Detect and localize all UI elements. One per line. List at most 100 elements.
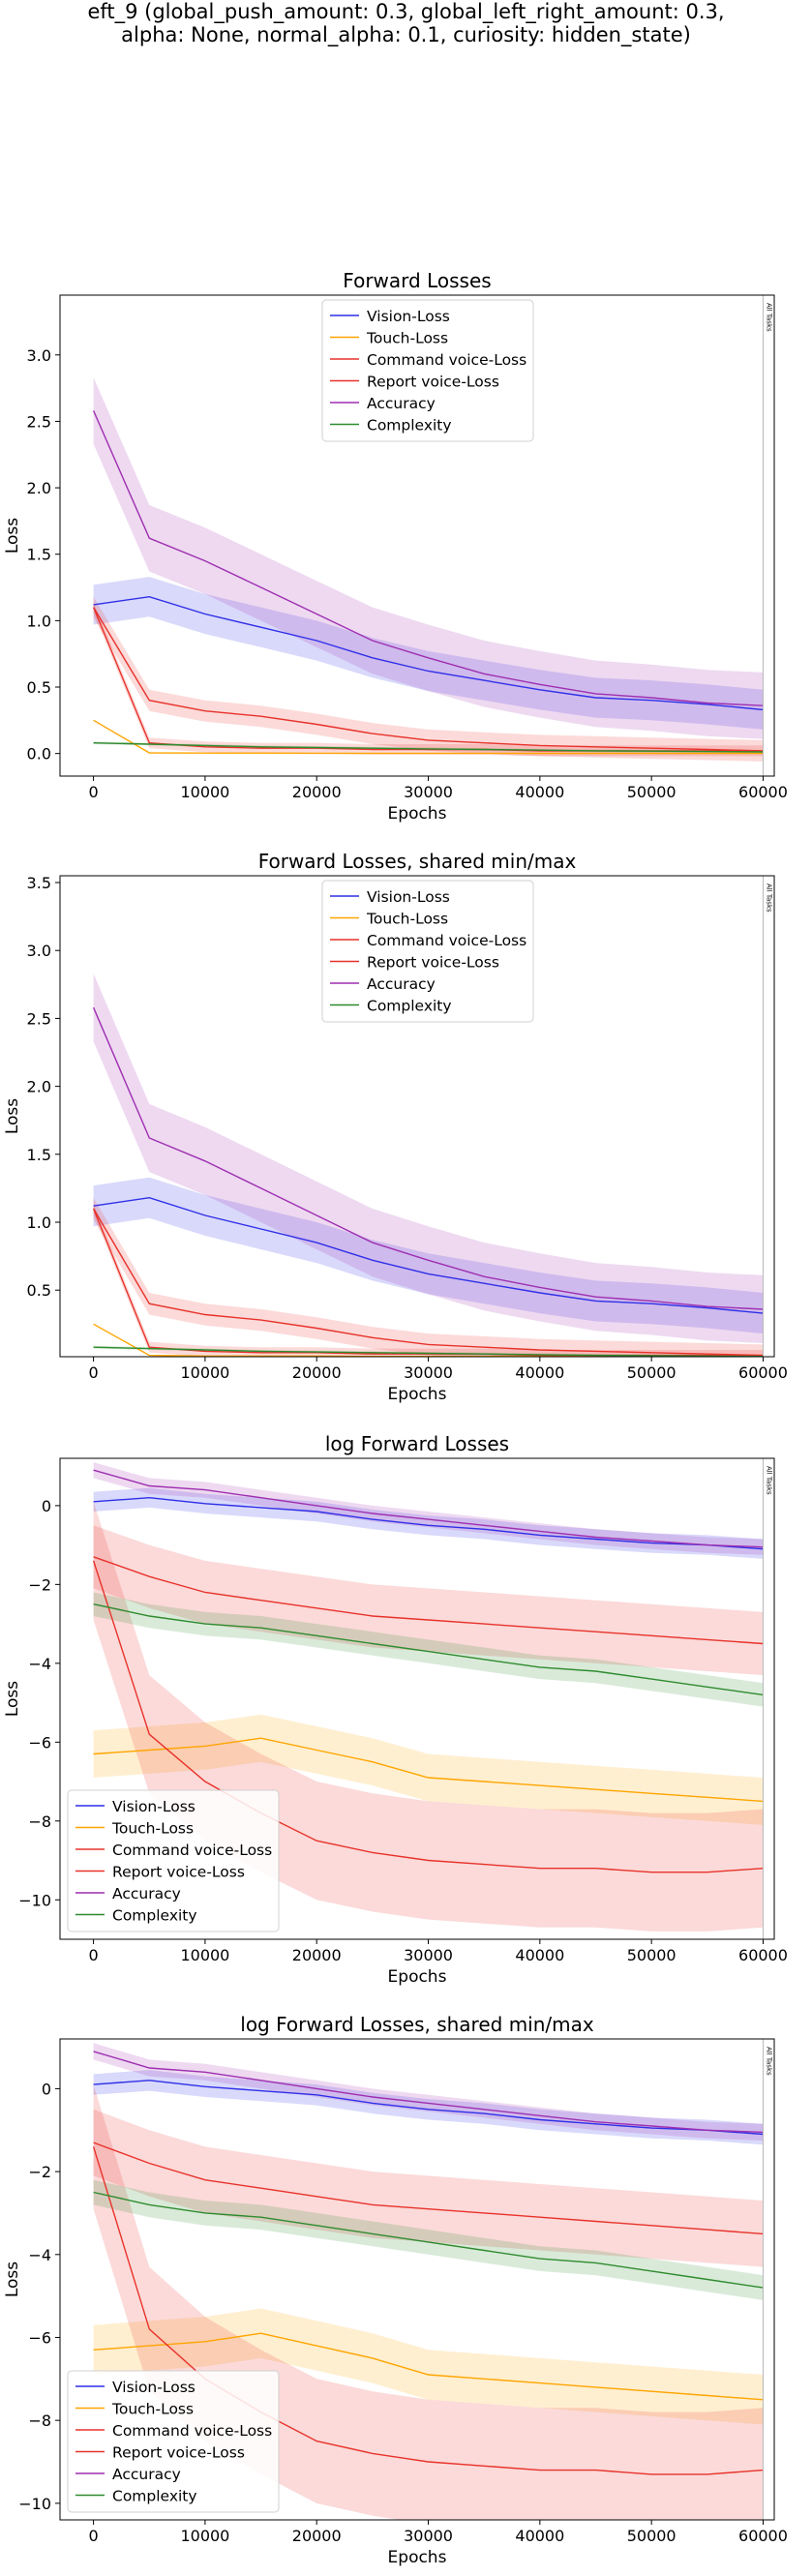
band-command-voice-loss	[93, 2109, 764, 2267]
x-tick-label: 0	[89, 2527, 99, 2545]
band-touch-loss	[93, 1714, 764, 1825]
plot-frame	[59, 875, 775, 1358]
legend-label-complexity: Complexity	[367, 998, 452, 1015]
y-tick-label: 3.0	[27, 942, 51, 960]
series-line-command-voice-loss	[93, 2142, 764, 2235]
series-line-vision-loss	[93, 595, 764, 711]
legend-label-vision-loss: Vision-Loss	[112, 2379, 195, 2396]
x-tick-label: 0	[89, 783, 99, 801]
series-line-command-voice-loss	[93, 1556, 764, 1645]
band-accuracy	[93, 973, 764, 1343]
x-tick-label: 50000	[627, 783, 677, 801]
legend: Vision-Loss Touch-Loss Command voice-Loss R…	[321, 880, 534, 1023]
series-line-report-voice-loss	[92, 1560, 764, 1873]
x-tick-label: 20000	[292, 1946, 342, 1964]
x-tick-label: 0	[89, 1363, 99, 1382]
y-tick-label: 0	[42, 1497, 51, 1515]
y-tick-label: −10	[18, 1891, 51, 1909]
series-line-vision-loss	[93, 1196, 764, 1314]
series-line-report-voice-loss	[92, 1208, 764, 1357]
band-vision-loss	[93, 1487, 764, 1559]
x-tick-label: 40000	[515, 783, 564, 801]
x-axis-label: Epochs	[388, 804, 447, 824]
legend-label-command-voice-loss: Command voice-Loss	[367, 932, 526, 949]
y-tick-label: 3.5	[27, 874, 51, 892]
log-forward-losses-chart: log Forward Losses All Tasks 0 10000 20000 30…	[3, 1432, 788, 1987]
chart-title: Forward Losses	[343, 269, 491, 292]
x-tick-label: 60000	[738, 1363, 788, 1382]
series-line-accuracy	[92, 410, 764, 706]
annotation-all-tasks: All Tasks	[765, 303, 772, 332]
legend-label-vision-loss: Vision-Loss	[112, 1798, 195, 1815]
series-line-vision-loss	[93, 2080, 764, 2136]
figure-suptitle: eft_9 (global_push_amount: 0.3, global_l…	[0, 0, 812, 46]
y-axis-label: Loss	[3, 518, 22, 554]
y-tick-label: −6	[28, 2328, 51, 2347]
y-tick-label: 0.5	[27, 1281, 51, 1300]
legend-label-accuracy: Accuracy	[112, 2466, 181, 2483]
x-tick-label: 20000	[292, 2527, 342, 2545]
legend-label-vision-loss: Vision-Loss	[367, 308, 450, 325]
band-accuracy	[93, 377, 764, 739]
x-tick-label: 60000	[738, 1946, 788, 1964]
y-tick-label: 2.5	[27, 412, 51, 431]
x-tick-label: 60000	[738, 2527, 788, 2545]
y-tick-label: 0	[42, 2080, 51, 2098]
x-axis-label: Epochs	[388, 2548, 447, 2567]
legend-label-accuracy: Accuracy	[367, 975, 436, 993]
x-tick-label: 20000	[292, 1363, 342, 1382]
plot-area	[92, 973, 764, 1357]
x-tick-label: 50000	[627, 2527, 677, 2545]
legend-label-touch-loss: Touch-Loss	[366, 330, 448, 347]
series-line-touch-loss	[93, 1737, 764, 1803]
y-tick-label: 1.5	[27, 1146, 51, 1164]
plot-frame	[59, 294, 775, 777]
x-tick-label: 10000	[180, 1946, 229, 1964]
forward-losses-shared-chart: Forward Losses, shared min/max All Tasks 0…	[3, 850, 788, 1404]
y-tick-label: 0.5	[27, 678, 51, 697]
band-complexity	[93, 2179, 764, 2300]
x-tick-label: 30000	[404, 1946, 453, 1964]
series-line-touch-loss	[93, 719, 764, 755]
band-complexity	[93, 1592, 764, 1707]
y-tick-label: −8	[28, 2411, 51, 2430]
series-line-vision-loss	[93, 1496, 764, 1550]
y-axis-label: Loss	[3, 1681, 22, 1717]
chart-title: log Forward Losses, shared min/max	[240, 2013, 594, 2036]
legend-label-report-voice-loss: Report voice-Loss	[112, 1864, 245, 1881]
series-line-accuracy	[92, 1006, 764, 1310]
y-tick-label: −4	[28, 2246, 51, 2264]
y-tick-label: 1.0	[27, 612, 51, 630]
x-tick-label: 10000	[180, 783, 229, 801]
x-tick-label: 20000	[292, 783, 342, 801]
y-tick-label: −10	[18, 2495, 51, 2513]
legend-label-complexity: Complexity	[112, 2488, 197, 2505]
x-tick-label: 50000	[627, 1363, 677, 1382]
x-tick-label: 30000	[404, 2527, 453, 2545]
plot-frame	[59, 2038, 775, 2521]
legend-label-report-voice-loss: Report voice-Loss	[367, 954, 499, 972]
band-vision-loss	[93, 1177, 764, 1334]
plot-area	[92, 377, 764, 762]
x-tick-label: 30000	[404, 783, 453, 801]
y-tick-label: 0.0	[27, 745, 51, 764]
x-tick-label: 10000	[180, 2527, 229, 2545]
y-tick-label: 2.0	[27, 1078, 51, 1096]
series-line-accuracy	[93, 2051, 764, 2134]
legend-box	[321, 299, 534, 442]
series-line-complexity	[93, 1346, 764, 1357]
log-forward-losses-shared-chart: log Forward Losses, shared min/max All Ta…	[3, 2013, 788, 2567]
x-tick-label: 60000	[738, 783, 788, 801]
legend-label-complexity: Complexity	[367, 417, 452, 434]
legend-label-command-voice-loss: Command voice-Loss	[367, 351, 526, 369]
annotation-all-tasks: All Tasks	[765, 1466, 772, 1495]
x-tick-label: 50000	[627, 1946, 677, 1964]
series-line-complexity	[93, 1603, 764, 1696]
legend-label-report-voice-loss: Report voice-Loss	[367, 374, 499, 391]
y-tick-label: −2	[28, 2163, 51, 2181]
band-report-voice-loss	[93, 1197, 764, 1357]
plot-frame	[59, 1457, 775, 1940]
series-line-complexity	[93, 742, 764, 753]
x-axis-label: Epochs	[388, 1967, 447, 1987]
legend-label-command-voice-loss: Command voice-Loss	[112, 1842, 272, 1859]
